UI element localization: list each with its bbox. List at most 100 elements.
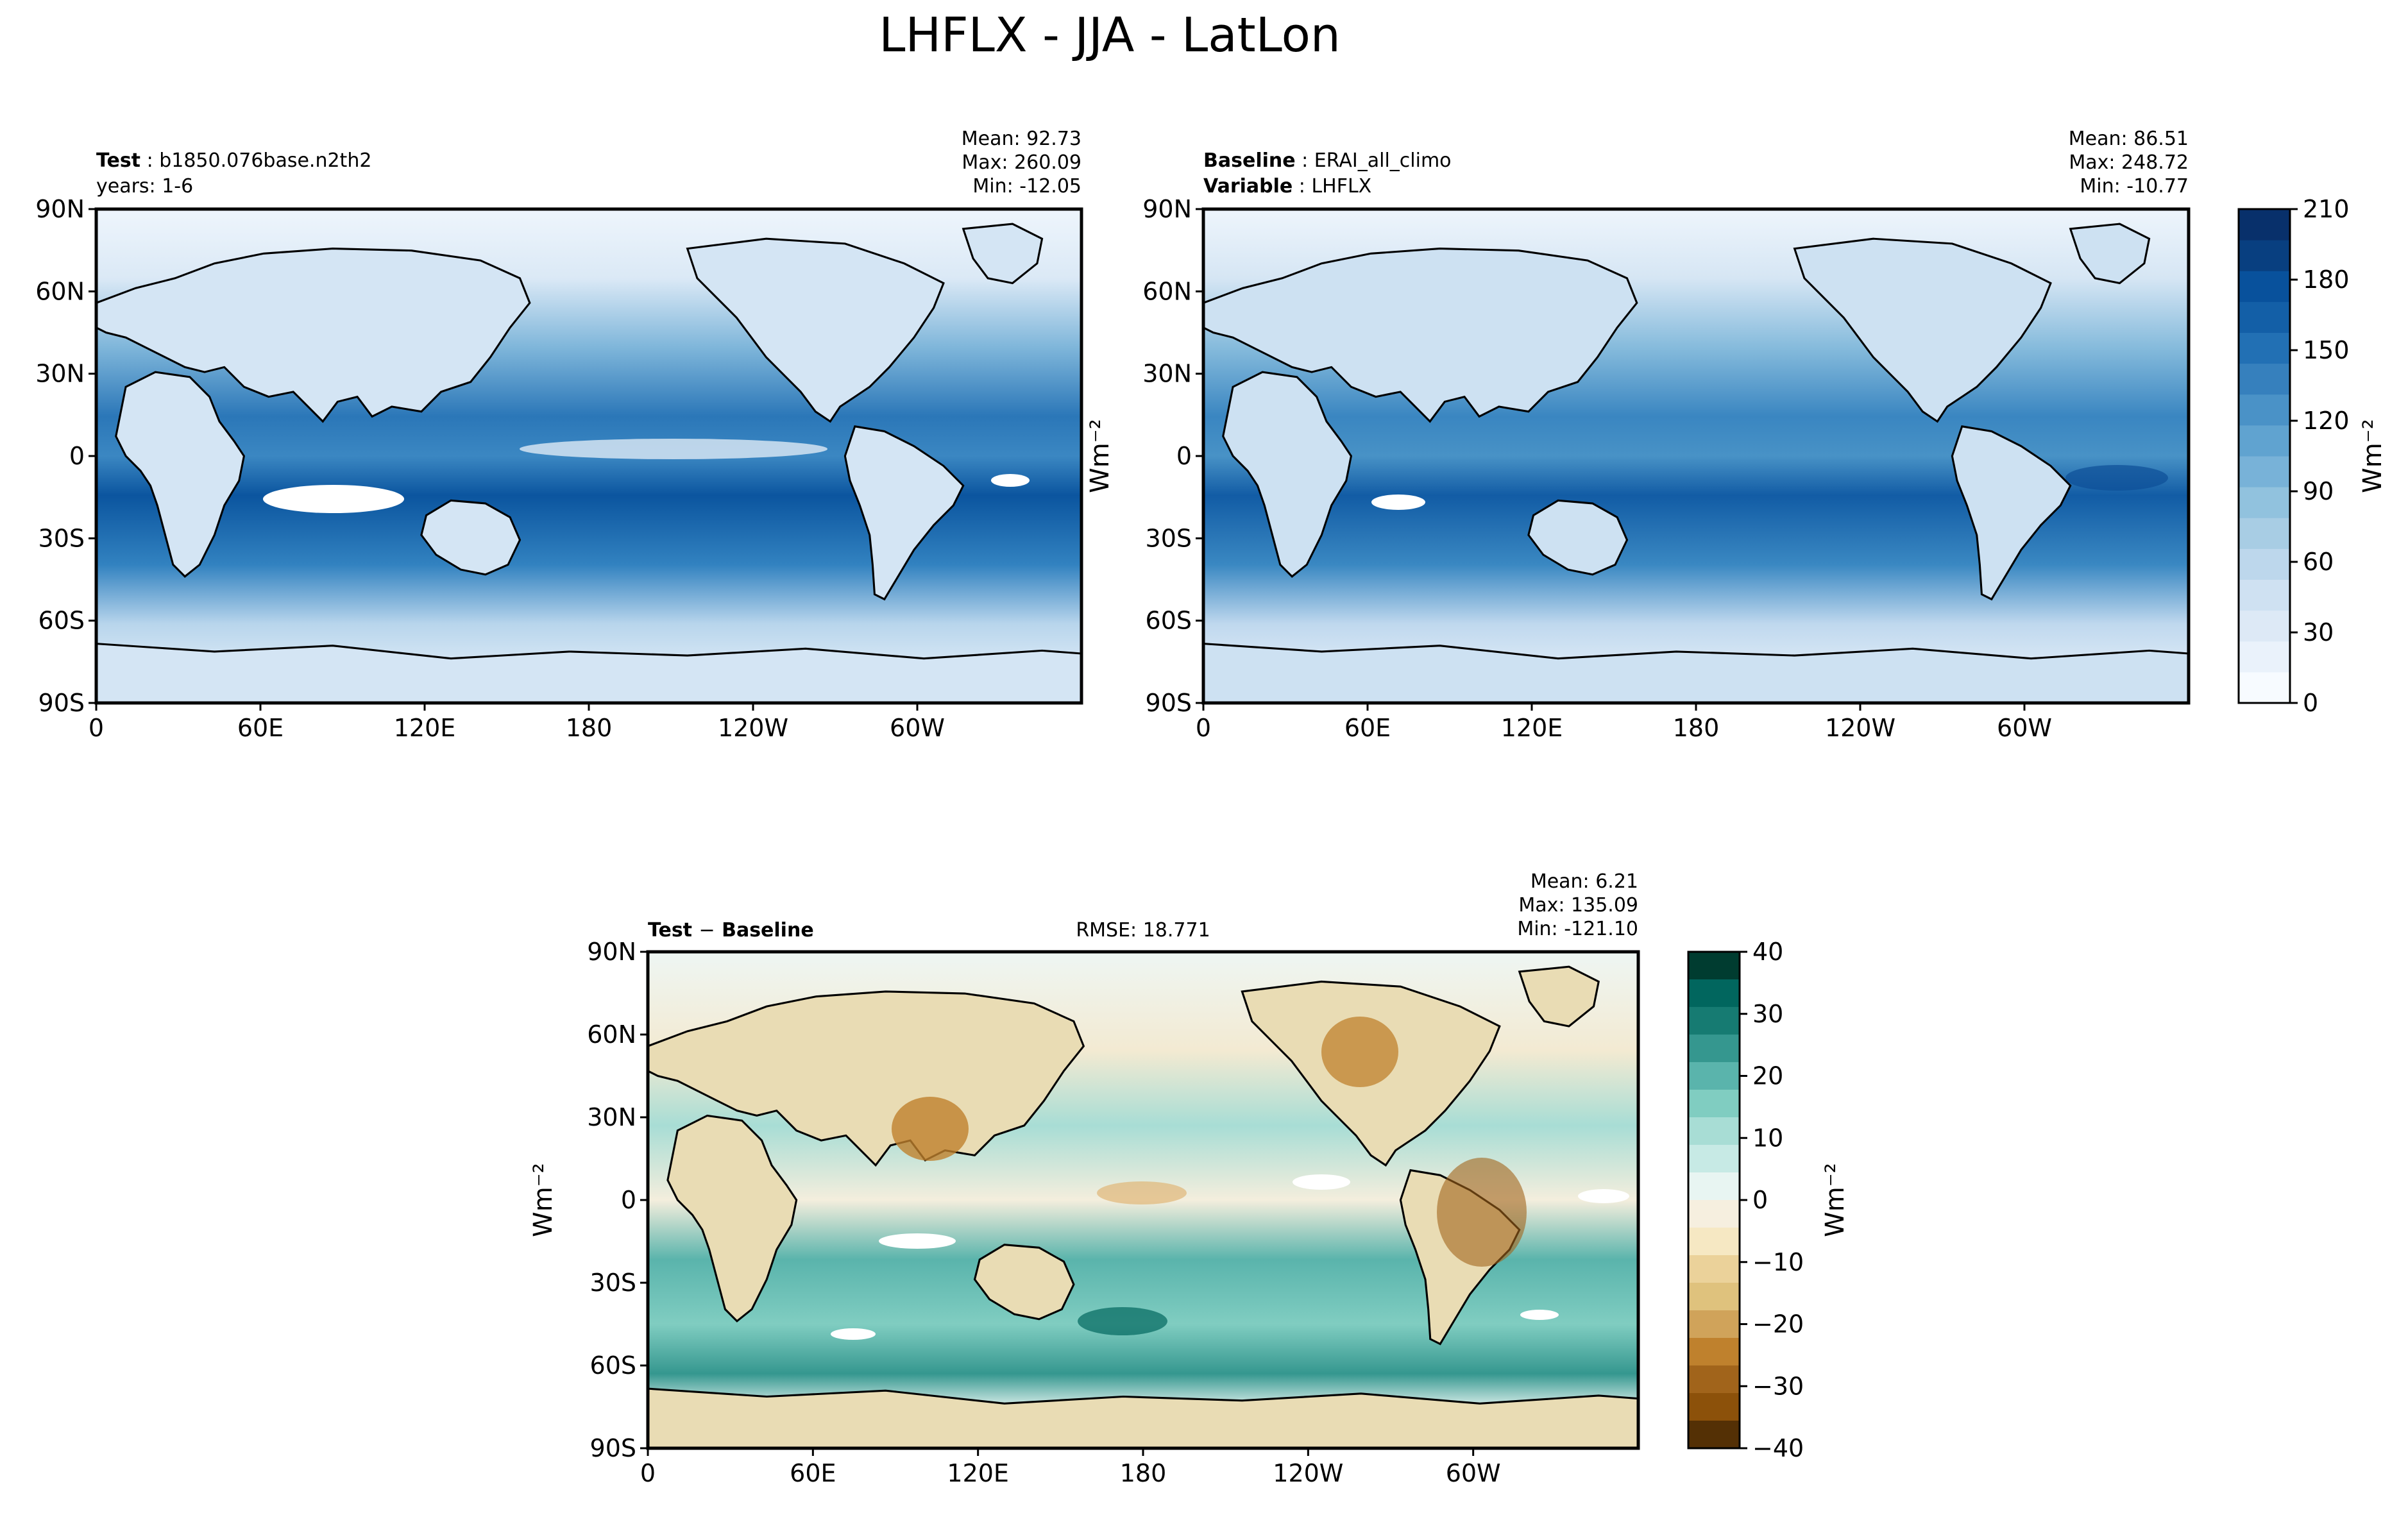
- diff-colorbar-swatch: [1688, 1090, 1740, 1118]
- test-label: Test: [96, 149, 140, 172]
- test-lat-tick-label: 60S: [38, 607, 85, 635]
- diff-colorbar-swatch: [1688, 1365, 1740, 1394]
- baseline-lat-tick-label: 90S: [1146, 689, 1192, 717]
- test-lon-tick-label: 120E: [394, 714, 456, 742]
- diff-lat-tick-label: 30N: [587, 1103, 636, 1131]
- baseline-lon-tick-label: 60W: [1997, 714, 2052, 742]
- main-colorbar-swatch: [2239, 610, 2290, 642]
- diff-colorbar-tick-label: 10: [1752, 1124, 1783, 1152]
- diff-lon-tick-label: 0: [640, 1459, 656, 1487]
- baseline-lon-tick-label: 120E: [1501, 714, 1563, 742]
- baseline-lat-tick-label: 60N: [1142, 277, 1192, 305]
- main-colorbar-frame: [2237, 208, 2291, 704]
- baseline-panel: Baseline : ERAI_all_climo Variable : LHF…: [1142, 128, 2191, 742]
- diff-colorbar-swatch: [1688, 1145, 1740, 1173]
- test-lon-tick-label: 60W: [890, 714, 945, 742]
- main-colorbar-swatch: [2239, 425, 2290, 457]
- test-map-highlights: [263, 439, 1030, 513]
- diff-colorbar-swatch: [1688, 1035, 1740, 1063]
- test-mean: Mean: 92.73: [962, 128, 1081, 150]
- diff-colorbar-swatch: [1688, 1310, 1740, 1339]
- baseline-mean: Mean: 86.51: [2069, 128, 2189, 150]
- diff-label-op: −: [699, 919, 715, 942]
- diff-lon-tick-label: 120E: [947, 1459, 1009, 1487]
- baseline-lat-tick-label: 30S: [1146, 524, 1192, 552]
- main-colorbar-unit: Wm⁻²: [2358, 419, 2387, 493]
- main-colorbar-tick-label: 0: [2303, 689, 2318, 717]
- test-max: Max: 260.09: [962, 151, 1081, 174]
- baseline-min: Min: -10.77: [2080, 175, 2189, 198]
- baseline-lat-tick-label: 90N: [1142, 195, 1192, 223]
- diff-colorbar-tick-label: 40: [1752, 938, 1783, 966]
- main-colorbar-swatch: [2239, 518, 2290, 549]
- test-lon-tick-label: 180: [566, 714, 613, 742]
- diff-colorbar-tick-label: 30: [1752, 1000, 1783, 1028]
- diff-lat-tick-label: 60S: [590, 1351, 636, 1380]
- baseline-lon-tick-label: 0: [1196, 714, 1211, 742]
- test-panel: Test : b1850.076base.n2th2 years: 1-6 Me…: [35, 128, 1083, 742]
- main-colorbar-swatch: [2239, 672, 2290, 704]
- diff-lon-tick-label: 60E: [790, 1459, 836, 1487]
- diff-colorbar-swatch: [1688, 1117, 1740, 1145]
- main-colorbar-tick-label: 60: [2303, 548, 2334, 576]
- main-colorbar-tick-label: 180: [2303, 266, 2350, 294]
- diff-map-highlights: [831, 1017, 1629, 1340]
- main-colorbar-swatch: [2239, 271, 2290, 302]
- main-colorbar-swatch: [2239, 487, 2290, 518]
- test-lat-tick-label: 30S: [38, 524, 85, 552]
- diff-colorbar-swatch: [1688, 1421, 1740, 1449]
- diff-colorbar-tick-label: 20: [1752, 1062, 1783, 1090]
- test-lat-tick-label: 90N: [35, 195, 85, 223]
- diff-label-baseline: Baseline: [722, 919, 814, 942]
- main-colorbar-swatch: [2239, 548, 2290, 580]
- diff-colorbar-tick-label: 0: [1752, 1186, 1768, 1214]
- diff-colorbar-swatch: [1688, 1200, 1740, 1228]
- diff-label-test: Test: [648, 919, 692, 942]
- test-min: Min: -12.05: [972, 175, 1081, 198]
- diff-colorbar-swatch: [1688, 1255, 1740, 1283]
- baseline-lon-tick-label: 120W: [1825, 714, 1895, 742]
- diff-colorbar-tick-label: −20: [1752, 1310, 1804, 1339]
- main-colorbar-tick-label: 120: [2303, 407, 2350, 435]
- test-lon-tick-label: 120W: [718, 714, 788, 742]
- diff-lat-tick-label: 0: [621, 1186, 636, 1214]
- test-years: years: 1-6: [96, 175, 193, 198]
- main-colorbar-swatch: [2239, 332, 2290, 364]
- baseline-lat-tick-label: 60S: [1146, 607, 1192, 635]
- main-colorbar: 0 30 60 90 120 150 180 210 Wm⁻²: [2237, 195, 2387, 717]
- diff-ylabel: Wm⁻²: [529, 1163, 558, 1237]
- baseline-max: Max: 248.72: [2069, 151, 2189, 174]
- svg-text:Test − Baseline: Test − Baseline: [648, 919, 814, 942]
- main-colorbar-swatch: [2239, 456, 2290, 487]
- main-colorbar-swatch: [2239, 641, 2290, 673]
- main-colorbar-tick-label: 90: [2303, 477, 2334, 505]
- figure-title: LHFLX - JJA - LatLon: [879, 8, 1341, 63]
- svg-text:Baseline : ERAI_all_climo: Baseline : ERAI_all_climo: [1203, 149, 1452, 172]
- diff-colorbar-swatch: [1688, 1062, 1740, 1090]
- diff-colorbar-tick-label: −40: [1752, 1434, 1804, 1462]
- main-colorbar-tick-label: 150: [2303, 336, 2350, 364]
- main-colorbar-swatch: [2239, 394, 2290, 426]
- main-colorbar-swatch: [2239, 363, 2290, 395]
- diff-colorbar: 40 30 20 10 0 −10 −20 −30 −40 Wm⁻²: [1687, 938, 1850, 1462]
- baseline-lat-tick-label: 30N: [1142, 360, 1192, 388]
- diff-colorbar-tick-label: −30: [1752, 1372, 1804, 1400]
- diff-colorbar-swatch: [1688, 1007, 1740, 1035]
- baseline-lon-tick-label: 60E: [1344, 714, 1391, 742]
- diff-colorbar-unit: Wm⁻²: [1820, 1163, 1850, 1237]
- diff-colorbar-swatch: [1688, 952, 1740, 980]
- test-case-name: b1850.076base.n2th2: [159, 149, 371, 172]
- baseline-label: Baseline: [1203, 149, 1296, 172]
- diff-lon-tick-label: 60W: [1446, 1459, 1501, 1487]
- top-left-unit: Wm⁻²: [1085, 419, 1115, 493]
- diff-lon-tick-label: 180: [1120, 1459, 1167, 1487]
- main-colorbar-tick-label: 210: [2303, 195, 2350, 223]
- test-lat-tick-label: 90S: [38, 689, 85, 717]
- test-lon-tick-label: 60E: [237, 714, 284, 742]
- baseline-lat-tick-label: 0: [1176, 442, 1192, 470]
- diff-lat-tick-label: 30S: [590, 1269, 636, 1297]
- diff-lon-tick-label: 120W: [1273, 1459, 1343, 1487]
- test-lat-tick-label: 0: [69, 442, 85, 470]
- diff-mean: Mean: 6.21: [1530, 870, 1638, 893]
